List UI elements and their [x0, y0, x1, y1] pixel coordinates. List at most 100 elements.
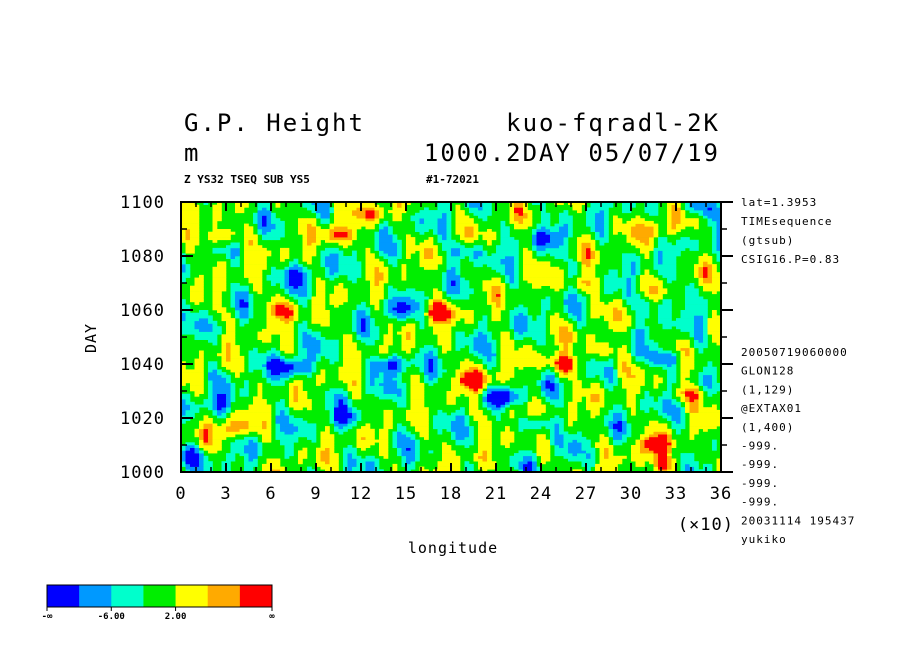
heatmap-cell — [671, 458, 677, 462]
heatmap-cell — [275, 382, 281, 386]
heatmap-cell — [667, 445, 672, 448]
heatmap-cell — [181, 415, 186, 419]
heatmap-cell — [635, 355, 641, 359]
heatmap-cell — [568, 442, 573, 446]
heatmap-cell — [577, 431, 582, 435]
heatmap-cell — [406, 337, 411, 340]
heatmap-cell — [487, 288, 492, 292]
heatmap-cell — [482, 447, 488, 451]
heatmap-cell — [644, 396, 650, 400]
heatmap-cell — [613, 326, 618, 330]
heatmap-cell — [577, 380, 582, 384]
heatmap-cell — [298, 431, 303, 435]
heatmap-cell — [667, 372, 672, 376]
heatmap-cell — [541, 299, 546, 303]
heatmap-cell — [509, 315, 515, 319]
heatmap-cell — [442, 445, 447, 448]
heatmap-cell — [298, 296, 303, 300]
heatmap-cell — [289, 388, 294, 392]
heatmap-cell — [613, 458, 618, 462]
heatmap-cell — [694, 328, 699, 332]
heatmap-cell — [275, 318, 281, 322]
heatmap-cell — [271, 315, 276, 319]
heatmap-cell — [212, 404, 218, 408]
heatmap-cell — [406, 455, 411, 459]
heatmap-cell — [491, 466, 497, 470]
heatmap-cell — [712, 404, 717, 408]
heatmap-cell — [185, 463, 191, 467]
heatmap-cell — [617, 283, 623, 286]
heatmap-cell — [446, 291, 452, 295]
heatmap-cell — [311, 369, 317, 373]
heatmap-cell — [356, 334, 362, 338]
heatmap-cell — [694, 401, 699, 405]
heatmap-cell — [572, 382, 578, 386]
heatmap-cell — [554, 404, 560, 408]
heatmap-cell — [334, 285, 339, 289]
heatmap-cell — [370, 339, 375, 343]
heatmap-cell — [545, 369, 551, 373]
heatmap-cell — [356, 358, 362, 362]
heatmap-cell — [253, 358, 258, 362]
heatmap-cell — [568, 369, 573, 373]
heatmap-cell — [554, 358, 560, 362]
heatmap-cell — [469, 320, 474, 324]
heatmap-cell — [374, 374, 380, 378]
heatmap-cell — [563, 326, 569, 330]
heatmap-cell — [599, 434, 605, 438]
heatmap-cell — [559, 426, 564, 430]
heatmap-cell — [275, 296, 281, 300]
heatmap-cell — [667, 401, 672, 405]
heatmap-cell — [698, 407, 704, 411]
heatmap-cell — [568, 307, 573, 311]
heatmap-cell — [451, 307, 456, 311]
heatmap-cell — [617, 423, 623, 427]
heatmap-cell — [383, 450, 389, 454]
heatmap-cell — [626, 399, 632, 403]
heatmap-cell — [392, 431, 398, 435]
heatmap-cell — [703, 366, 708, 370]
heatmap-cell — [604, 382, 609, 386]
heatmap-cell — [248, 312, 254, 316]
heatmap-cell — [640, 339, 645, 343]
heatmap-cell — [487, 374, 492, 378]
heatmap-cell — [460, 310, 465, 313]
heatmap-cell — [658, 436, 663, 440]
heatmap-cell — [716, 326, 722, 330]
heatmap-cell — [392, 315, 398, 319]
heatmap-cell — [302, 453, 308, 457]
heatmap-cell — [532, 458, 537, 462]
heatmap-cell — [599, 453, 605, 457]
heatmap-cell — [478, 445, 483, 448]
heatmap-cell — [433, 310, 438, 313]
heatmap-cell — [536, 445, 542, 448]
heatmap-cell — [568, 328, 573, 332]
heatmap-cell — [221, 285, 227, 289]
heatmap-cell — [716, 342, 722, 346]
heatmap-cell — [212, 364, 218, 367]
heatmap-cell — [262, 399, 267, 403]
heatmap-cell — [275, 372, 281, 376]
heatmap-cell — [379, 453, 384, 457]
heatmap-cell — [698, 374, 704, 378]
heatmap-cell — [518, 318, 524, 322]
heatmap-cell — [415, 418, 420, 421]
heatmap-cell — [559, 453, 564, 457]
heatmap-cell — [563, 299, 569, 303]
heatmap-cell — [568, 350, 573, 354]
heatmap-cell — [253, 350, 258, 354]
heatmap-cell — [316, 318, 321, 322]
heatmap-cell — [446, 393, 452, 397]
heatmap-cell — [280, 312, 285, 316]
heatmap-cell — [194, 388, 200, 392]
heatmap-cell — [523, 310, 528, 313]
heatmap-cell — [248, 463, 254, 467]
heatmap-cell — [406, 461, 411, 465]
heatmap-cell — [523, 399, 528, 403]
heatmap-cell — [289, 415, 294, 419]
heatmap-cell — [226, 388, 231, 392]
heatmap-cell — [194, 445, 200, 448]
heatmap-cell — [320, 442, 326, 446]
heatmap-cell — [293, 372, 299, 376]
heatmap-cell — [230, 426, 236, 430]
